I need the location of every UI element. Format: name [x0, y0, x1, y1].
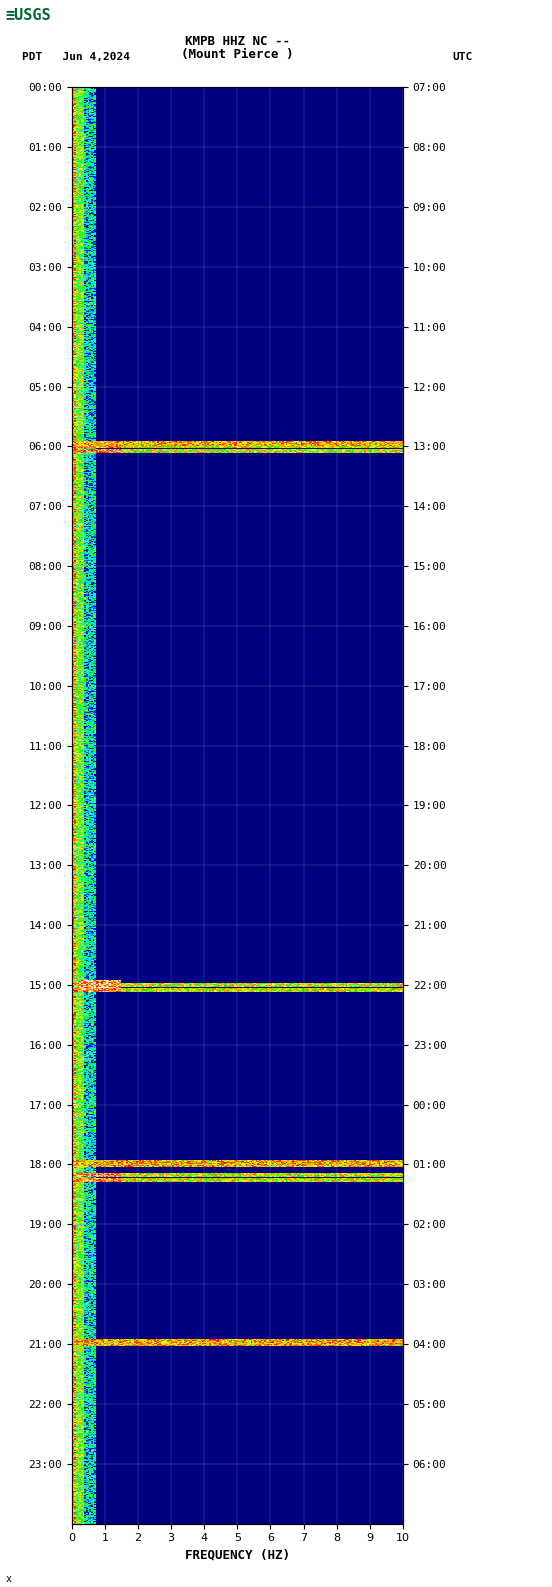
X-axis label: FREQUENCY (HZ): FREQUENCY (HZ): [185, 1549, 290, 1562]
Text: x: x: [6, 1574, 12, 1584]
Text: UTC: UTC: [453, 52, 473, 62]
Text: ≡USGS: ≡USGS: [6, 8, 51, 22]
Text: KMPB HHZ NC --: KMPB HHZ NC --: [185, 35, 290, 48]
Text: PDT   Jun 4,2024: PDT Jun 4,2024: [22, 52, 130, 62]
Text: (Mount Pierce ): (Mount Pierce ): [181, 48, 294, 60]
